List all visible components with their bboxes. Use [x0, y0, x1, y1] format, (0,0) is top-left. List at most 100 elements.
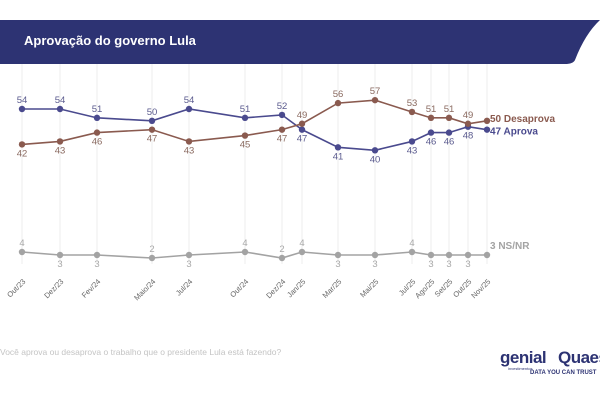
x-tick-label: Out/23	[5, 277, 27, 299]
data-label: 51	[426, 104, 437, 115]
data-point	[427, 251, 435, 259]
quaest-logo-sub: DATA YOU CAN TRUST	[530, 370, 597, 376]
data-label: 53	[407, 98, 418, 109]
data-point	[185, 251, 193, 259]
x-tick-label: Fev/24	[80, 277, 103, 300]
data-label: 51	[92, 104, 103, 115]
data-label: 50	[147, 107, 158, 118]
data-label: 2	[149, 244, 154, 255]
data-point	[427, 114, 435, 122]
data-label: 43	[407, 145, 418, 156]
x-tick-label: Mai/25	[358, 277, 380, 299]
header-bar	[0, 20, 600, 64]
survey-question: Você aprova ou desaprova o trabalho que …	[0, 347, 282, 357]
data-point	[18, 105, 26, 113]
data-point	[483, 126, 491, 133]
data-label: 49	[297, 110, 308, 121]
data-point	[298, 126, 306, 133]
data-label: 4	[409, 238, 414, 249]
data-label: 47	[277, 134, 288, 145]
data-point	[185, 105, 193, 113]
data-label: 43	[184, 145, 195, 156]
data-label: 3	[446, 259, 451, 270]
page-title: Aprovação do governo Lula	[24, 33, 196, 48]
data-point	[298, 248, 306, 256]
x-tick-label: Mar/25	[321, 277, 344, 300]
data-label: 3	[186, 259, 191, 270]
data-label: 4	[299, 238, 304, 249]
data-label: 3	[57, 259, 62, 270]
data-label: 49	[463, 110, 474, 121]
data-point	[371, 251, 379, 259]
data-point	[483, 117, 491, 124]
data-label: 42	[17, 148, 28, 159]
data-label: 51	[240, 104, 251, 115]
data-label: 47	[297, 134, 308, 145]
series-line-nsnr	[21, 251, 487, 259]
data-label: 41	[333, 151, 344, 162]
data-label: 40	[370, 154, 381, 165]
data-label: 45	[240, 140, 251, 151]
data-label: 3	[94, 259, 99, 270]
x-tick-label: Set/25	[433, 277, 455, 299]
x-tick-label: Maio/24	[132, 277, 157, 302]
data-point	[18, 141, 26, 148]
data-point	[185, 138, 193, 145]
data-point	[334, 99, 342, 107]
data-label: 57	[370, 86, 381, 97]
data-label: 4	[19, 238, 24, 249]
quaest-logo: Quaest	[558, 348, 600, 367]
data-label: 56	[333, 89, 344, 100]
data-point	[483, 251, 491, 259]
data-label: 54	[184, 95, 195, 106]
x-tick-label: Nov/25	[469, 277, 492, 300]
data-point	[334, 144, 342, 151]
data-point	[56, 138, 64, 145]
data-point	[93, 114, 101, 122]
data-point	[298, 120, 306, 127]
data-point	[93, 251, 101, 259]
data-point	[18, 248, 26, 256]
data-label: 46	[444, 137, 455, 148]
x-tick-label: Jan/25	[285, 277, 307, 299]
data-point	[93, 129, 101, 136]
x-tick-label: Dez/23	[42, 277, 65, 300]
end-label-desaprova: 50 Desaprova	[490, 114, 555, 125]
data-point	[408, 108, 416, 116]
data-point	[334, 251, 342, 259]
data-point	[241, 248, 249, 256]
end-label-aprova: 47 Aprova	[490, 127, 538, 138]
data-label: 2	[279, 244, 284, 255]
data-point	[56, 105, 64, 113]
data-label: 3	[335, 259, 340, 270]
end-label-nsnr: 3 NS/NR	[490, 241, 530, 252]
x-tick-label: Ago/25	[413, 277, 436, 300]
data-point	[371, 147, 379, 154]
x-tick-label: Out/24	[228, 277, 250, 299]
data-point	[408, 248, 416, 256]
x-tick-label: Jul/24	[174, 277, 195, 298]
data-point	[445, 114, 453, 122]
data-point	[408, 138, 416, 145]
data-point	[241, 132, 249, 139]
data-point	[278, 254, 286, 262]
genial-logo: genial	[500, 348, 547, 367]
data-point	[278, 111, 286, 119]
data-label: 4	[242, 238, 247, 249]
data-label: 48	[463, 131, 474, 142]
data-label: 46	[426, 137, 437, 148]
data-label: 3	[465, 259, 470, 270]
data-point	[56, 251, 64, 259]
data-point	[427, 129, 435, 136]
data-point	[278, 126, 286, 133]
x-tick-label: Dez/24	[264, 277, 287, 300]
genial-logo-sub: investimentos	[508, 366, 533, 371]
data-point	[148, 254, 156, 262]
data-label: 43	[55, 145, 66, 156]
data-label: 3	[372, 259, 377, 270]
data-point	[241, 114, 249, 122]
data-point	[464, 120, 472, 127]
data-label: 47	[147, 134, 158, 145]
data-point	[445, 251, 453, 259]
data-point	[464, 251, 472, 259]
